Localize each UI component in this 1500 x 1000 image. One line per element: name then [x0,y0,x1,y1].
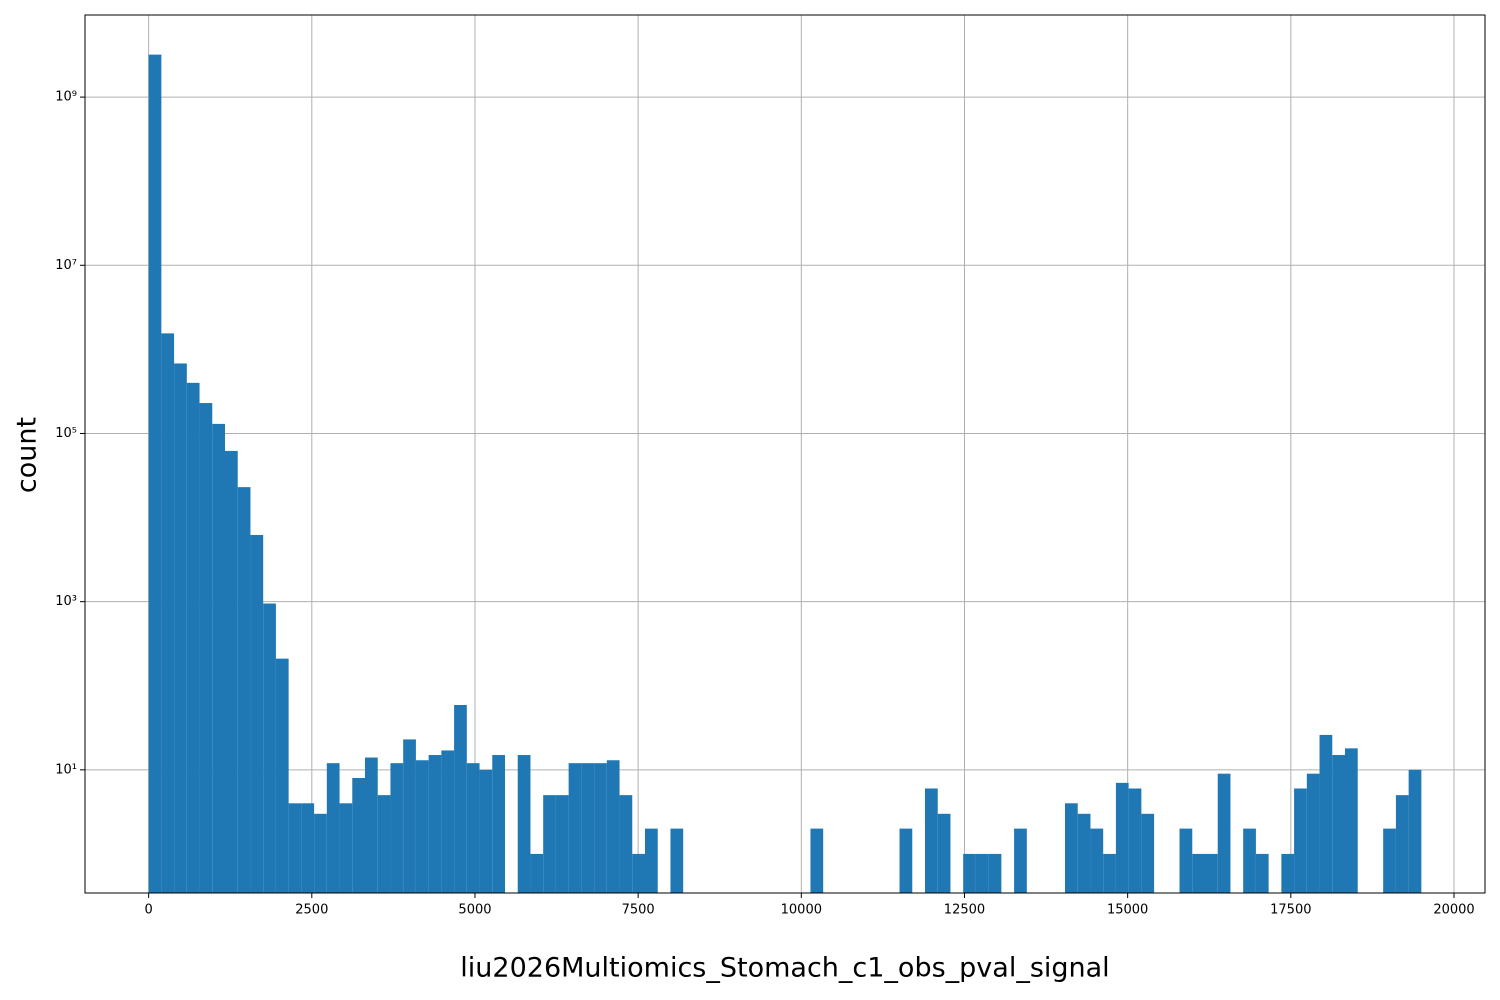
bar [415,760,429,893]
bar [275,658,289,893]
bar [288,803,302,893]
bar [1217,773,1231,893]
bar [1115,782,1129,893]
bar [1090,828,1104,893]
x-tick-label: 10000 [781,903,822,918]
bar [1128,788,1142,893]
x-tick-label: 5000 [458,903,491,918]
bar [925,788,938,893]
bar [988,853,1002,893]
bar [237,487,251,893]
bar [161,333,175,893]
x-tick-label: 12500 [944,903,985,918]
bar [377,795,391,893]
x-tick-label: 15000 [1107,903,1148,918]
bar [365,757,378,893]
bar [543,795,556,893]
bar [479,769,493,893]
x-tick-label: 0 [144,903,152,918]
bar [1294,788,1307,893]
bar [899,828,913,893]
bar [390,763,404,893]
bar [1306,773,1320,893]
x-tick-label: 17500 [1270,903,1311,918]
bar [1243,828,1256,893]
bar [250,535,264,893]
plot-frame [84,14,1486,894]
bar [301,803,315,893]
bar [339,803,353,893]
bar [403,739,416,893]
bar [225,450,238,893]
bar [1281,853,1295,893]
bar [454,705,467,893]
bar [148,54,162,894]
y-axis-label: count [12,417,43,493]
bar [555,795,569,893]
bar [186,382,200,893]
bar [1395,795,1409,893]
x-tick-label: 7500 [622,903,655,918]
bar [1345,748,1358,893]
x-axis-label: liu2026Multiomics_Stomach_c1_obs_pval_si… [460,953,1109,984]
bar [1077,813,1091,893]
bar [606,760,620,893]
bar [441,750,455,893]
bar [594,763,607,893]
bar [199,403,213,893]
bar [1332,755,1345,893]
x-tick-label: 20000 [1433,903,1474,918]
y-tick-label: 10⁷ [55,258,77,273]
bar [1192,853,1205,893]
bar [670,828,684,893]
bar [428,755,442,893]
bar [1383,828,1396,893]
bar [492,755,505,893]
bar [263,603,276,893]
bar [810,828,824,893]
bar [937,813,951,893]
bar [1255,853,1269,893]
bar [1014,828,1027,893]
bar [1179,828,1193,893]
y-tick-label: 10³ [55,594,77,609]
bar [581,763,595,893]
y-tick-label: 10⁹ [55,90,77,105]
bar [517,755,531,893]
bar [619,795,633,893]
bar [1141,813,1155,893]
bar [174,363,187,893]
bar [466,763,480,893]
bar [326,763,340,893]
bar [530,853,544,893]
bar [1408,769,1422,893]
y-tick-label: 10⁵ [55,426,77,441]
y-tick-label: 10¹ [55,762,77,777]
bar [1205,853,1218,893]
bar [568,763,582,893]
bar [963,853,976,893]
bar [212,423,225,893]
bar [1103,853,1116,893]
bar [645,828,658,893]
bar [1065,803,1078,893]
bar [352,777,365,893]
x-tick-label: 2500 [295,903,328,918]
bar [632,853,645,893]
bar [1319,734,1333,893]
bar [975,853,989,893]
bar [314,813,327,893]
